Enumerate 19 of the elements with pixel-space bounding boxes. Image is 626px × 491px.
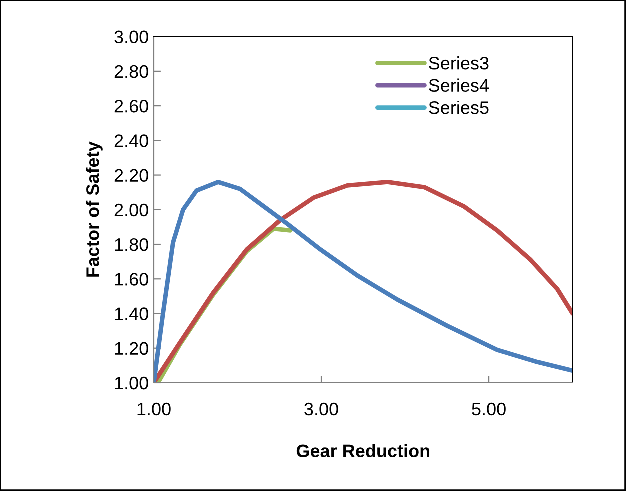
legend-label: Series5 bbox=[429, 101, 489, 114]
y-tick-label: 2.40 bbox=[114, 134, 148, 148]
y-tick-label: 1.60 bbox=[115, 273, 148, 286]
y-tick-label: 2.20 bbox=[114, 169, 148, 182]
y-axis-title: Factor of Safety bbox=[86, 142, 103, 277]
y-tick-label: 2.80 bbox=[114, 65, 148, 78]
y-tick-label: 1.80 bbox=[115, 238, 148, 252]
x-tick-label: 1.00 bbox=[138, 402, 171, 416]
y-tick-label: 2.00 bbox=[114, 204, 148, 217]
y-tick-label: 1.40 bbox=[115, 308, 148, 320]
x-axis-title: Gear Reduction bbox=[296, 444, 430, 458]
y-tick-label: 2.60 bbox=[114, 100, 148, 113]
y-tick-label: 1.00 bbox=[115, 376, 148, 390]
legend-label: Series3 bbox=[429, 56, 489, 70]
legend-label: Series4 bbox=[429, 78, 490, 92]
y-tick-label: 3.00 bbox=[114, 30, 148, 44]
x-tick-label: 5.00 bbox=[472, 402, 506, 416]
x-tick-label: 3.00 bbox=[304, 402, 338, 416]
y-tick-label: 1.20 bbox=[115, 342, 148, 356]
